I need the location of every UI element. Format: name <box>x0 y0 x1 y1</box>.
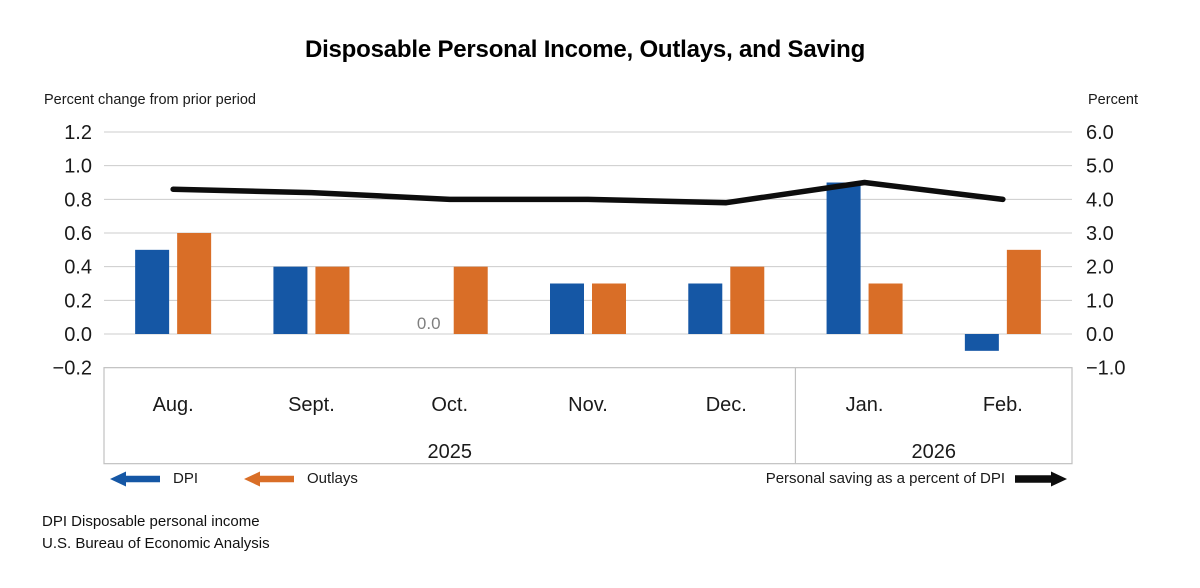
legend-label-saving: Personal saving as a percent of DPI <box>765 470 1005 487</box>
dpi-left-arrow-icon <box>110 471 160 486</box>
month-label: Oct. <box>431 394 468 416</box>
year-label: 2026 <box>911 441 956 463</box>
bar-dpi-feb <box>964 334 999 351</box>
year-label: 2025 <box>427 441 472 463</box>
month-label: Feb. <box>983 394 1023 416</box>
right-axis-tick: 6.0 <box>1086 122 1114 144</box>
left-axis-tick: 1.0 <box>64 156 92 178</box>
bar-dpi-sept <box>273 266 308 334</box>
chart-plot-area: 1.2 1.0 0.8 0.6 0.4 0.2 0.0 −0.2 6.0 5.0 4.0 3.0 2.0… <box>53 122 1125 465</box>
bar-outlays-sept <box>315 266 350 334</box>
month-label: Sept. <box>288 394 335 416</box>
legend-label-outlays: Outlays <box>307 470 358 487</box>
bar-dpi-dec <box>688 283 723 334</box>
left-axis-caption: Percent change from prior period <box>44 92 256 108</box>
footnote-dpi: DPI Disposable personal income <box>42 513 260 530</box>
source-note: DPI Disposable personal income U.S. Bure… <box>42 511 270 555</box>
legend-item-outlays: Outlays <box>244 470 358 487</box>
bar-outlays-nov <box>592 283 626 334</box>
left-axis-tick: −0.2 <box>53 358 92 380</box>
bar-outlays-oct <box>453 266 488 334</box>
left-axis-tick: 0.8 <box>64 189 92 211</box>
zero-value-label: 0.0 <box>417 314 441 333</box>
left-axis-tick: 0.4 <box>64 257 92 279</box>
saving-line <box>170 179 1006 206</box>
month-label: Jan. <box>846 394 884 416</box>
bar-dpi-jan <box>826 182 861 334</box>
saving-right-arrow-icon <box>1015 471 1067 486</box>
legend-label-dpi: DPI <box>173 470 199 487</box>
legend-item-dpi: DPI <box>110 470 198 487</box>
right-axis-tick: 3.0 <box>1086 223 1114 245</box>
bar-outlays-feb <box>1006 249 1041 334</box>
left-axis-tick: 0.0 <box>64 324 92 346</box>
right-axis-tick: 2.0 <box>1086 257 1114 279</box>
bar-dpi-nov <box>550 283 584 334</box>
right-axis-tick: −1.0 <box>1086 358 1125 380</box>
month-label: Nov. <box>568 394 608 416</box>
footnote-source: U.S. Bureau of Economic Analysis <box>42 535 270 552</box>
right-axis-tick: 5.0 <box>1086 156 1114 178</box>
bar-outlays-jan <box>868 283 903 334</box>
x-axis-box <box>103 367 1073 465</box>
left-axis-tick: 0.2 <box>64 290 92 312</box>
right-axis-caption: Percent <box>1088 92 1138 108</box>
right-axis-tick: 4.0 <box>1086 189 1114 211</box>
month-label: Dec. <box>706 394 747 416</box>
month-label: Aug. <box>153 394 194 416</box>
chart-title: Disposable Personal Income, Outlays, and… <box>304 36 866 63</box>
bar-outlays-dec <box>730 266 765 334</box>
legend-item-saving: Personal saving as a percent of DPI <box>766 470 1067 487</box>
bar-dpi-aug <box>135 249 170 334</box>
bar-outlays-aug <box>177 233 212 334</box>
left-axis-tick: 0.6 <box>64 223 92 245</box>
legend-left: DPI Outlays <box>110 470 358 487</box>
left-axis-tick: 1.2 <box>64 122 92 144</box>
outlays-left-arrow-icon <box>244 471 295 486</box>
right-axis-tick: 0.0 <box>1086 324 1114 346</box>
right-axis-tick: 1.0 <box>1086 290 1114 312</box>
